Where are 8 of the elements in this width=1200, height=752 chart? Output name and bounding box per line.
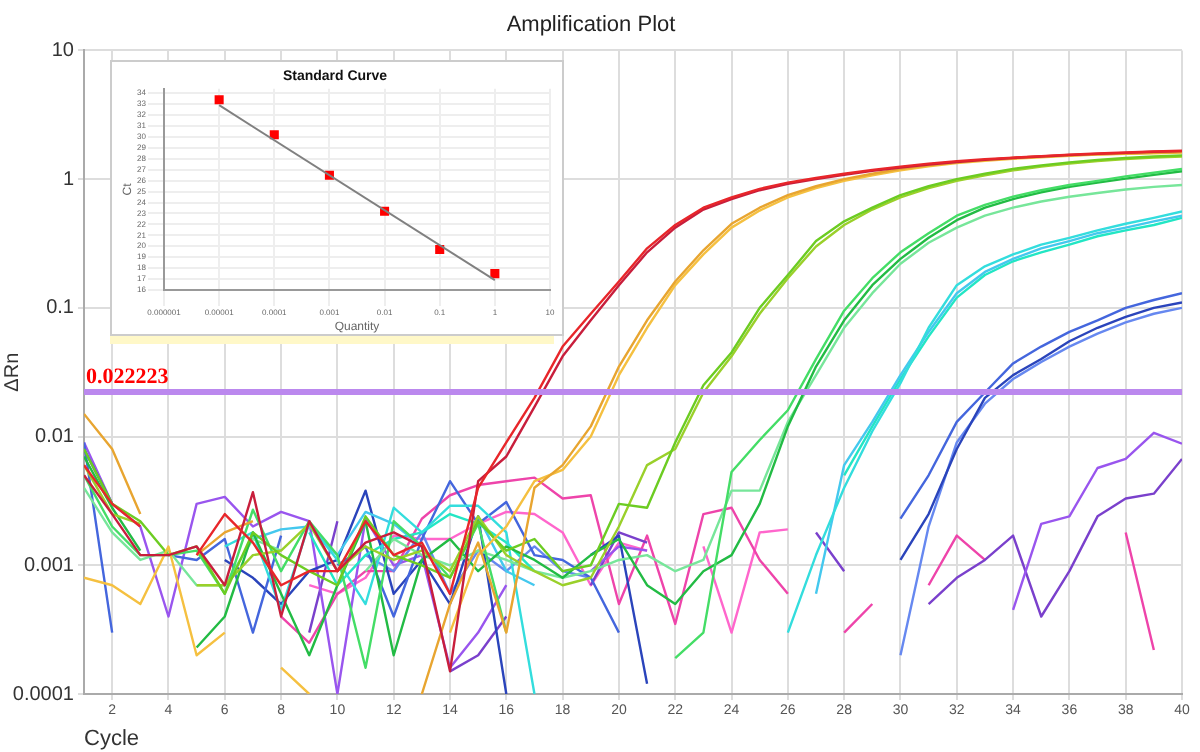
ref-line-label: 0.022223: [86, 364, 170, 389]
x-axis-title: Cycle: [84, 726, 140, 751]
y-tick-label: 0.001: [23, 554, 75, 577]
y-tick-label: 10: [51, 39, 75, 62]
y-tick-label: 1: [62, 168, 75, 191]
chart-title: Amplification Plot: [506, 13, 676, 38]
y-axis-title: ΔRn: [1, 352, 24, 392]
y-tick-label: 0.01: [35, 426, 75, 449]
